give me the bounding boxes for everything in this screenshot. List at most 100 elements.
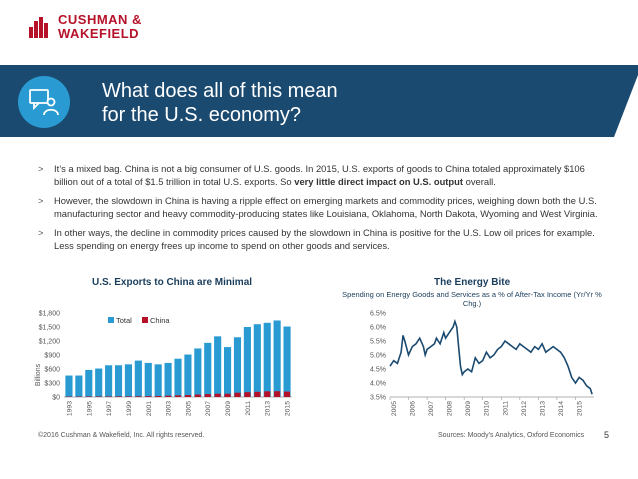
- bullet-item: > In other ways, the decline in commodit…: [38, 227, 598, 252]
- x-tick-label: 2012: [521, 401, 528, 416]
- bar-total-1995: [85, 369, 93, 397]
- x-tick-label: 1993: [66, 401, 73, 416]
- bar-total-2001: [144, 362, 152, 397]
- legend-label-total: Total: [116, 316, 132, 325]
- y-tick-label: 6.5%: [370, 311, 386, 318]
- y-tick-label: 4.5%: [370, 367, 386, 374]
- bar-china-2010: [234, 392, 241, 397]
- bar-china-2015: [284, 391, 291, 397]
- y-tick-label: $0: [52, 395, 60, 402]
- bar-total-1993: [65, 375, 73, 397]
- y-tick-label: 3.5%: [370, 395, 386, 402]
- x-tick-label: 2013: [539, 401, 546, 416]
- y-tick-label: $300: [44, 381, 60, 388]
- title-line-1: What does all of this mean: [102, 80, 338, 102]
- bar-total-2014: [273, 320, 281, 397]
- bar-total-2009: [223, 347, 232, 397]
- bullet-text: However, the slowdown in China is having…: [54, 195, 598, 219]
- y-axis-label: Billions: [35, 363, 42, 386]
- bar-total-2008: [214, 336, 222, 397]
- y-tick-label: 5.5%: [370, 339, 386, 346]
- energy-series-line: [389, 318, 593, 395]
- bar-china-2009: [224, 393, 231, 397]
- bar-china-1997: [105, 396, 112, 397]
- bar-china-1999: [125, 396, 132, 397]
- bar-china-2012: [254, 391, 261, 397]
- bullet-list: > It’s a mixed bag. China is not a big c…: [38, 163, 598, 259]
- bar-china-2005: [184, 395, 191, 397]
- bar-total-2003: [164, 362, 172, 397]
- bar-china-1998: [115, 396, 122, 397]
- chat-person-icon: [18, 76, 70, 128]
- page-title: What does all of this mean for the U.S. …: [102, 79, 402, 127]
- bar-china-2004: [174, 395, 182, 397]
- bar-total-2011: [243, 327, 251, 397]
- y-tick-label: $1,800: [39, 311, 61, 318]
- y-tick-label: $900: [44, 353, 60, 360]
- x-tick-label: 2007: [205, 401, 212, 416]
- bar-total-1998: [114, 365, 123, 397]
- legend-swatch-china: [142, 317, 148, 323]
- legend-swatch-total: [108, 317, 114, 323]
- bullet-text-end: overall.: [463, 175, 496, 187]
- bar-china-2014: [274, 391, 281, 397]
- bar-total-2002: [154, 364, 162, 397]
- x-tick-label: 2013: [265, 401, 272, 416]
- exports-bar-chart: Billions $0 $300 $600 $900 $1,200 $1,500 $1,80…: [35, 311, 292, 416]
- x-tick-label: 2011: [245, 401, 252, 416]
- x-tick-label: 2003: [166, 401, 173, 416]
- bullet-item: > It’s a mixed bag. China is not a big c…: [38, 163, 598, 188]
- bar-total-1996: [95, 368, 103, 397]
- energy-chart-title: The Energy Bite: [434, 277, 511, 288]
- title-banner: [0, 65, 638, 137]
- y-tick-label: 4.0%: [370, 381, 386, 388]
- x-tick-label: 2015: [576, 401, 583, 416]
- title-line-2: for the U.S. economy?: [102, 104, 301, 126]
- logo-line-2: WAKEFIELD: [58, 26, 140, 41]
- page-number: 5: [604, 430, 610, 440]
- bullet-marker: >: [38, 227, 44, 238]
- bar-china-1996: [95, 396, 102, 397]
- bullet-marker: >: [38, 195, 44, 206]
- y-tick-label: $1,200: [39, 339, 61, 346]
- y-tick-label: $1,500: [39, 325, 61, 332]
- bullet-bold-text: very little direct impact on U.S. output: [294, 175, 464, 187]
- bar-china-1995: [85, 396, 92, 397]
- bar-total-2006: [194, 348, 202, 397]
- x-tick-label: 2007: [428, 401, 435, 416]
- bar-total-2015: [283, 326, 291, 397]
- bar-total-1997: [105, 365, 113, 397]
- bar-total-2010: [233, 337, 242, 397]
- bar-china-2002: [155, 395, 162, 397]
- bar-total-2007: [204, 342, 212, 397]
- x-tick-label: 2005: [185, 401, 192, 416]
- x-tick-label: 1995: [86, 401, 93, 416]
- chart-legend: Total China: [108, 316, 170, 325]
- x-tick-label: 2015: [285, 401, 292, 416]
- x-tick-label: 2009: [465, 401, 472, 416]
- bar-china-2001: [145, 396, 152, 397]
- bullet-marker: >: [38, 163, 44, 174]
- bar-china-2013: [264, 391, 271, 397]
- bar-total-1994: [75, 375, 83, 397]
- bar-china-2011: [244, 392, 251, 397]
- x-tick-label: 2010: [484, 401, 491, 416]
- exports-chart-title: U.S. Exports to China are Minimal: [92, 277, 253, 288]
- y-tick-label: $600: [44, 367, 60, 374]
- x-tick-label: 2008: [447, 401, 454, 416]
- company-logo: CUSHMAN & WAKEFIELD: [28, 13, 142, 41]
- y-tick-label: 5.0%: [370, 353, 386, 360]
- bar-china-2006: [194, 394, 201, 397]
- energy-line-chart: 3.5% 4.0% 4.5% 5.0% 5.5% 6.0% 6.5% 2005 2006 2007…: [370, 311, 594, 416]
- logo-line-1: CUSHMAN &: [58, 12, 142, 27]
- x-tick-label: 2006: [410, 401, 417, 416]
- logo-mark-icon: [28, 15, 52, 39]
- bar-total-2005: [184, 354, 192, 397]
- x-tick-label: 1999: [126, 401, 133, 416]
- x-tick-label: 2005: [391, 401, 398, 416]
- bar-total-2012: [253, 324, 261, 397]
- x-tick-label: 2014: [558, 401, 565, 416]
- bullet-text: In other ways, the decline in commodity …: [54, 227, 595, 251]
- bar-china-2007: [204, 394, 211, 397]
- legend-label-china: China: [150, 316, 170, 325]
